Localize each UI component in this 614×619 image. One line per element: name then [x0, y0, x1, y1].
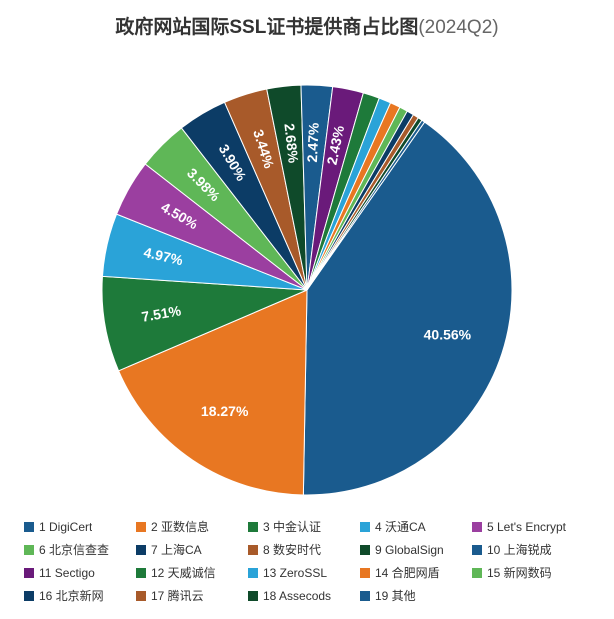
- legend-label: 19 其他: [375, 587, 416, 604]
- legend-label: 15 新网数码: [487, 564, 552, 581]
- legend-label: 3 中金认证: [263, 518, 321, 535]
- legend-item[interactable]: 18 Assecods: [248, 584, 360, 607]
- legend-swatch: [248, 591, 258, 601]
- legend-label: 13 ZeroSSL: [263, 566, 327, 580]
- legend-swatch: [24, 522, 34, 532]
- legend-swatch: [360, 591, 370, 601]
- legend-label: 11 Sectigo: [39, 566, 95, 580]
- legend-swatch: [472, 568, 482, 578]
- legend-swatch: [248, 522, 258, 532]
- legend-label: 18 Assecods: [263, 589, 331, 603]
- legend-item[interactable]: 10 上海锐成: [472, 538, 584, 561]
- legend-swatch: [136, 522, 146, 532]
- chart-title: 政府网站国际SSL证书提供商占比图(2024Q2): [0, 12, 614, 39]
- legend-label: 12 天威诚信: [151, 564, 216, 581]
- legend-item[interactable]: 7 上海CA: [136, 538, 248, 561]
- legend-swatch: [360, 522, 370, 532]
- slice-label: 18.27%: [201, 403, 249, 419]
- legend-swatch: [136, 568, 146, 578]
- legend-swatch: [24, 545, 34, 555]
- slice-label: 2.47%: [304, 122, 322, 163]
- legend-label: 2 亚数信息: [151, 518, 209, 535]
- legend-swatch: [472, 522, 482, 532]
- legend-swatch: [24, 591, 34, 601]
- chart-title-sub: (2024Q2): [418, 17, 498, 38]
- chart-container: 政府网站国际SSL证书提供商占比图(2024Q2) www.z us.com 4…: [0, 0, 614, 619]
- legend-item[interactable]: 6 北京信查查: [24, 538, 136, 561]
- legend-label: 17 腾讯云: [151, 587, 204, 604]
- legend-swatch: [360, 568, 370, 578]
- legend-label: 8 数安时代: [263, 541, 321, 558]
- legend-swatch: [360, 545, 370, 555]
- legend-label: 7 上海CA: [151, 541, 202, 558]
- legend-label: 10 上海锐成: [487, 541, 552, 558]
- legend-item[interactable]: 4 沃通CA: [360, 515, 472, 538]
- pie-chart: 40.56%18.27%7.51%4.97%4.50%3.98%3.90%3.4…: [45, 45, 569, 505]
- legend-item[interactable]: 2 亚数信息: [136, 515, 248, 538]
- legend-item[interactable]: 13 ZeroSSL: [248, 561, 360, 584]
- legend-item[interactable]: 14 合肥网盾: [360, 561, 472, 584]
- legend-label: 5 Let's Encrypt: [487, 520, 566, 534]
- legend-item[interactable]: 12 天威诚信: [136, 561, 248, 584]
- legend-label: 6 北京信查查: [39, 541, 109, 558]
- legend-label: 1 DigiCert: [39, 520, 92, 534]
- legend-swatch: [248, 568, 258, 578]
- legend-swatch: [248, 545, 258, 555]
- legend-item[interactable]: 19 其他: [360, 584, 472, 607]
- legend-item[interactable]: 11 Sectigo: [24, 561, 136, 584]
- legend-label: 4 沃通CA: [375, 518, 426, 535]
- legend-label: 14 合肥网盾: [375, 564, 440, 581]
- legend: 1 DigiCert 2 亚数信息 3 中金认证 4 沃通CA 5 Let's Encr…: [24, 515, 590, 607]
- legend-item[interactable]: 17 腾讯云: [136, 584, 248, 607]
- legend-label: 9 GlobalSign: [375, 543, 444, 557]
- legend-item[interactable]: 9 GlobalSign: [360, 538, 472, 561]
- legend-item[interactable]: 3 中金认证: [248, 515, 360, 538]
- legend-item[interactable]: 5 Let's Encrypt: [472, 515, 584, 538]
- legend-item[interactable]: 8 数安时代: [248, 538, 360, 561]
- legend-item[interactable]: 1 DigiCert: [24, 515, 136, 538]
- legend-swatch: [24, 568, 34, 578]
- chart-title-main: 政府网站国际SSL证书提供商占比图: [115, 17, 418, 38]
- legend-swatch: [472, 545, 482, 555]
- legend-swatch: [136, 545, 146, 555]
- legend-label: 16 北京新网: [39, 587, 104, 604]
- slice-label: 40.56%: [424, 326, 472, 342]
- legend-item[interactable]: 15 新网数码: [472, 561, 584, 584]
- legend-swatch: [136, 591, 146, 601]
- pie-svg: 40.56%18.27%7.51%4.97%4.50%3.98%3.90%3.4…: [45, 45, 569, 505]
- legend-item[interactable]: 16 北京新网: [24, 584, 136, 607]
